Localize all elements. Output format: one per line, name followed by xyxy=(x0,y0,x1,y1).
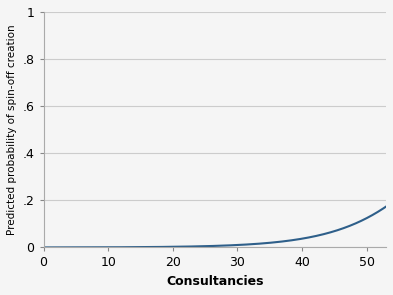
X-axis label: Consultancies: Consultancies xyxy=(166,275,264,288)
Y-axis label: Predicted probability of spin-off creation: Predicted probability of spin-off creati… xyxy=(7,24,17,235)
